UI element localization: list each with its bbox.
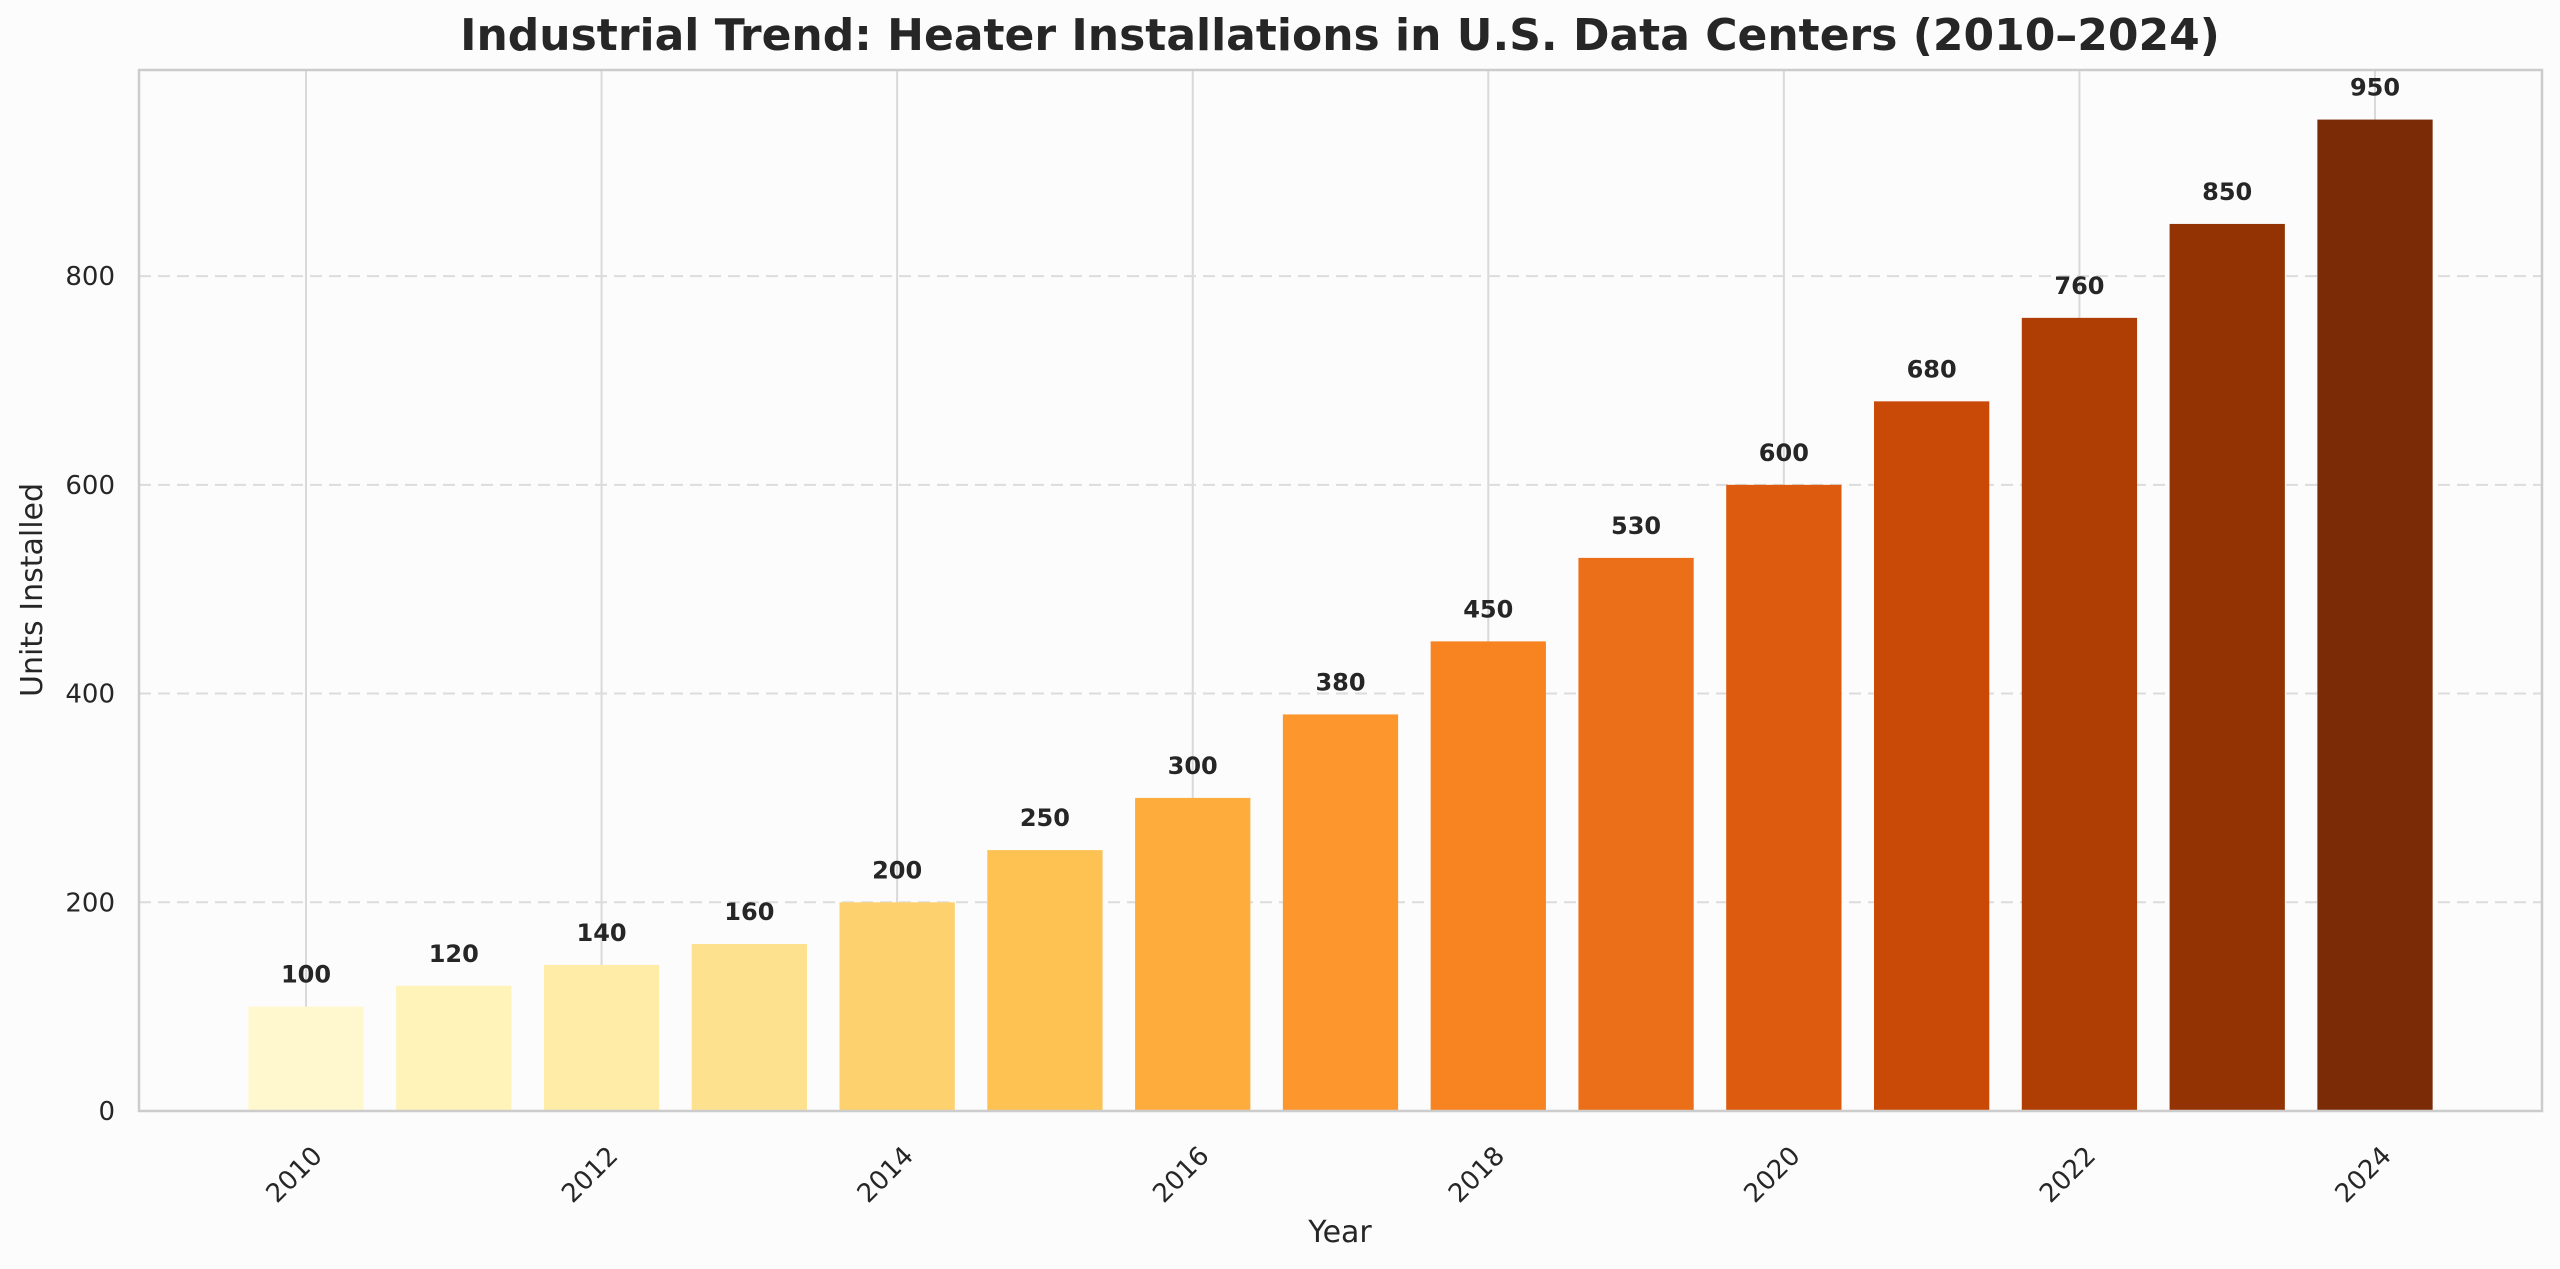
chart-title: Industrial Trend: Heater Installations i… <box>460 10 2220 61</box>
bar-2014 <box>839 902 955 1111</box>
data-label-2012: 140 <box>577 919 627 947</box>
data-label-2020: 600 <box>1759 439 1809 467</box>
y-axis-label: Units Installed <box>15 483 50 697</box>
y-tick-label: 0 <box>98 1097 115 1127</box>
bar-2022 <box>2021 317 2138 1111</box>
data-label-2011: 120 <box>429 940 479 968</box>
data-label-2013: 160 <box>724 898 774 926</box>
data-label-2017: 380 <box>1315 668 1365 696</box>
data-label-2024: 950 <box>2350 74 2400 102</box>
bar-2011 <box>396 985 512 1111</box>
data-label-2019: 530 <box>1611 512 1661 540</box>
bar-layer <box>248 119 2433 1112</box>
y-tick-label: 600 <box>65 471 115 501</box>
bar-2010 <box>248 1006 364 1111</box>
y-tick-label: 200 <box>65 888 115 918</box>
data-label-2015: 250 <box>1020 804 1070 832</box>
bar-2019 <box>1578 557 1694 1111</box>
x-axis-label: Year <box>1307 1215 1372 1250</box>
data-label-2014: 200 <box>872 856 922 884</box>
data-label-2010: 100 <box>281 961 331 989</box>
data-label-layer: 100 120 140 160 200 250 300 380 450 530 600 680 760 8… <box>281 74 2400 989</box>
bar-2018 <box>1430 641 1546 1111</box>
bar-2017 <box>1282 714 1399 1111</box>
y-tick-label: 400 <box>65 680 115 710</box>
bar-2024 <box>2317 119 2433 1112</box>
bar-2013 <box>691 944 807 1111</box>
bar-2020 <box>1726 484 1842 1111</box>
plot-frame <box>137 68 2544 1113</box>
bar-2021 <box>1874 401 1990 1112</box>
bar-2012 <box>543 964 660 1111</box>
data-label-2023: 850 <box>2202 178 2252 206</box>
data-label-2016: 300 <box>1168 752 1218 780</box>
data-label-2018: 450 <box>1463 595 1513 623</box>
bar-2023 <box>2169 223 2285 1112</box>
data-label-2022: 760 <box>2054 272 2104 300</box>
bar-2016 <box>1135 797 1251 1111</box>
bar-2015 <box>987 850 1103 1111</box>
y-tick-label: 800 <box>65 262 115 292</box>
data-label-2021: 680 <box>1907 355 1957 383</box>
